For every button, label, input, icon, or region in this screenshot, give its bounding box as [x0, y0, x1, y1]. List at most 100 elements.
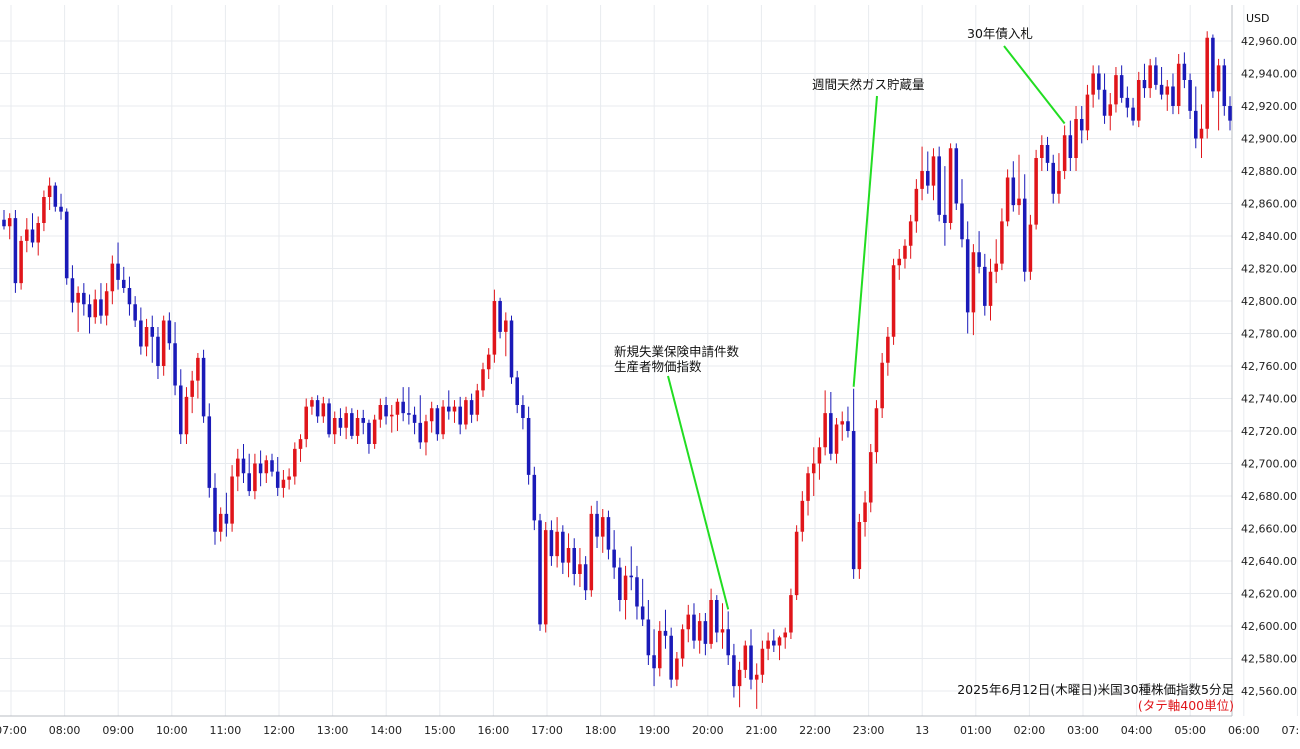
x-tick-label: 02:00 [1014, 724, 1046, 737]
y-tick-label: 42,940.00 [1241, 68, 1297, 81]
annotation-leader-line [667, 375, 730, 610]
candle-body [2, 219, 6, 227]
candle-body [230, 476, 234, 524]
candle-body [298, 439, 303, 449]
candle-body [823, 413, 827, 448]
candle-body [937, 156, 941, 215]
candle-body [418, 422, 423, 443]
candle-body [384, 405, 388, 417]
candle-body [275, 471, 280, 488]
x-tick-label: 21:00 [746, 724, 778, 737]
candle-body [663, 630, 668, 636]
y-tick-label: 42,740.00 [1241, 393, 1297, 406]
candle-body [395, 401, 400, 415]
candle-body [965, 239, 970, 313]
candle-body [1022, 198, 1027, 272]
candle-body [726, 629, 730, 656]
candle-body [572, 548, 577, 574]
candle-body [127, 288, 132, 305]
candle-body [789, 595, 793, 633]
x-tick-label: 22:00 [799, 724, 831, 737]
candle-body [840, 421, 845, 425]
candle-body [743, 645, 748, 670]
y-tick-label: 42,800.00 [1241, 295, 1297, 308]
candle-body [59, 206, 63, 212]
candle-body [372, 419, 377, 444]
candle-body [772, 640, 776, 646]
x-tick-label: 15:00 [424, 724, 456, 737]
candle-body [486, 354, 491, 370]
candle-body [549, 530, 554, 557]
x-tick-label: 17:00 [531, 724, 563, 737]
candle-body [429, 408, 434, 422]
candle-body [338, 418, 343, 428]
candle-body [475, 390, 480, 415]
candle-body [846, 421, 850, 431]
candle-body [104, 291, 109, 316]
candle-body [800, 500, 805, 532]
candle-body [532, 474, 537, 521]
candle-body [264, 460, 269, 474]
x-tick-label: 10:00 [156, 724, 188, 737]
x-tick-label: 05:00 [1174, 724, 1206, 737]
candle-body [287, 476, 291, 480]
candle-body [236, 458, 240, 477]
candle-body [87, 304, 92, 318]
candle-body [144, 327, 149, 347]
candle-body [1176, 63, 1181, 106]
candle-body [703, 621, 708, 644]
candle-body [754, 674, 759, 680]
candle-body [1034, 158, 1038, 225]
candle-body [407, 413, 411, 415]
candle-body [766, 640, 770, 649]
candle-body [931, 156, 936, 186]
candle-body [960, 203, 964, 240]
candle-body [777, 637, 782, 646]
candle-body [464, 400, 468, 425]
candle-body [270, 460, 274, 472]
candle-body [1057, 171, 1061, 194]
candle-body [1228, 106, 1232, 121]
candle-body [994, 263, 998, 272]
candle-body [566, 548, 571, 563]
candle-body [686, 614, 691, 630]
candle-body [1074, 119, 1078, 158]
candle-body [350, 413, 354, 436]
y-tick-label: 42,780.00 [1241, 328, 1297, 341]
candle-body [629, 575, 634, 578]
candle-body [926, 171, 930, 186]
candle-body [190, 380, 194, 397]
candle-body [1171, 86, 1175, 106]
candle-body [82, 292, 86, 305]
candle-body [167, 320, 172, 344]
candle-body [469, 400, 474, 415]
candle-body [13, 218, 18, 284]
candle-body [53, 185, 58, 207]
candle-body [1017, 198, 1021, 206]
x-tick-label: 06:00 [1228, 724, 1260, 737]
x-tick-label: 18:00 [585, 724, 617, 737]
candle-body [281, 479, 286, 488]
candle-body [401, 401, 405, 414]
candle-body [903, 245, 907, 259]
candle-body [25, 229, 29, 241]
candle-body [948, 148, 953, 223]
candle-body [914, 188, 919, 222]
candle-body [954, 148, 959, 204]
chart-subtitle: (タテ軸400単位) [1137, 698, 1234, 713]
candle-body [589, 513, 594, 591]
candle-body [156, 336, 160, 366]
candle-body [555, 531, 559, 557]
candle-body [412, 414, 417, 423]
candle-body [595, 513, 599, 537]
annotation-text: 週間天然ガス貯蔵量 [812, 77, 925, 92]
candle-body [213, 487, 217, 532]
candle-body [1119, 75, 1124, 98]
candle-body [224, 513, 229, 524]
candle-body [1068, 135, 1073, 158]
x-tick-label: 23:00 [853, 724, 885, 737]
candle-body [452, 406, 457, 412]
candle-body [521, 405, 525, 418]
candle-body [441, 406, 445, 435]
